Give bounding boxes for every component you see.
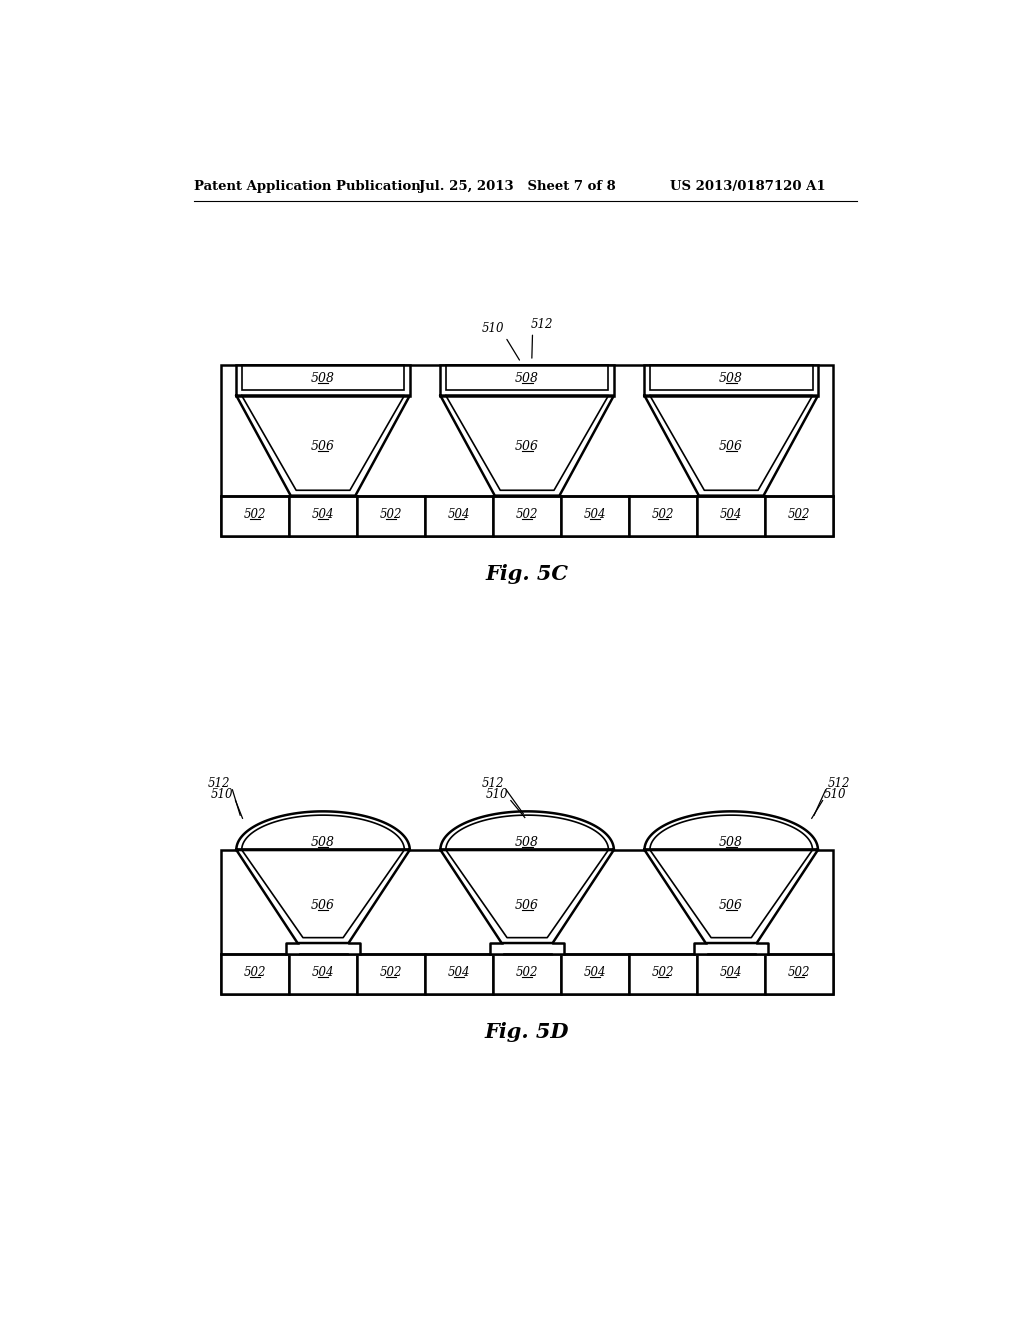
Text: 502: 502: [516, 966, 539, 979]
Bar: [629, 496, 697, 536]
Text: 504: 504: [720, 508, 742, 520]
Text: 502: 502: [380, 508, 402, 520]
Polygon shape: [286, 942, 298, 954]
Polygon shape: [644, 850, 818, 942]
Text: 502: 502: [788, 508, 810, 520]
Polygon shape: [237, 850, 410, 942]
Text: 502: 502: [516, 508, 539, 520]
Text: 504: 504: [720, 966, 742, 979]
Bar: [561, 496, 629, 536]
Text: 504: 504: [447, 508, 470, 520]
Text: 508: 508: [515, 372, 539, 385]
Text: 506: 506: [719, 899, 743, 912]
Text: 504: 504: [311, 508, 334, 520]
Text: 508: 508: [311, 836, 335, 849]
Bar: [494, 954, 561, 994]
Text: 506: 506: [719, 440, 743, 453]
Text: Jul. 25, 2013   Sheet 7 of 8: Jul. 25, 2013 Sheet 7 of 8: [419, 181, 615, 194]
Polygon shape: [644, 812, 818, 850]
Text: 502: 502: [244, 508, 266, 520]
Text: US 2013/0187120 A1: US 2013/0187120 A1: [671, 181, 826, 194]
Text: 506: 506: [311, 440, 335, 453]
Text: 502: 502: [652, 508, 675, 520]
Polygon shape: [348, 942, 360, 954]
Bar: [765, 496, 834, 536]
Text: 504: 504: [584, 508, 606, 520]
Polygon shape: [440, 850, 613, 942]
Bar: [425, 496, 494, 536]
Bar: [242, 364, 404, 391]
Polygon shape: [440, 812, 613, 850]
Text: 504: 504: [311, 966, 334, 979]
Polygon shape: [237, 812, 410, 850]
Bar: [494, 496, 561, 536]
Text: 510: 510: [481, 322, 504, 335]
Text: Fig. 5D: Fig. 5D: [485, 1023, 569, 1043]
Bar: [357, 954, 425, 994]
Text: 508: 508: [719, 372, 743, 385]
Text: 508: 508: [311, 372, 335, 385]
Bar: [425, 954, 494, 994]
Text: Patent Application Publication: Patent Application Publication: [194, 181, 421, 194]
Bar: [289, 496, 357, 536]
Polygon shape: [237, 396, 410, 496]
Bar: [289, 954, 357, 994]
Text: 510: 510: [486, 788, 509, 800]
Bar: [644, 364, 818, 396]
Text: 508: 508: [719, 836, 743, 849]
Polygon shape: [757, 942, 768, 954]
Polygon shape: [440, 396, 613, 496]
Polygon shape: [553, 942, 564, 954]
Polygon shape: [694, 942, 706, 954]
Bar: [629, 954, 697, 994]
Bar: [221, 850, 834, 994]
Bar: [357, 496, 425, 536]
Text: 512: 512: [208, 776, 230, 789]
Text: 512: 512: [531, 318, 554, 331]
Bar: [221, 364, 834, 536]
Text: 512: 512: [481, 776, 504, 789]
Text: 512: 512: [827, 776, 850, 789]
Text: Fig. 5C: Fig. 5C: [485, 564, 568, 585]
Bar: [561, 954, 629, 994]
Text: 502: 502: [244, 966, 266, 979]
Bar: [650, 364, 812, 391]
Bar: [440, 364, 613, 396]
Text: 502: 502: [652, 966, 675, 979]
Text: 510: 510: [211, 788, 233, 800]
Bar: [445, 364, 608, 391]
Text: 504: 504: [447, 966, 470, 979]
Text: 504: 504: [584, 966, 606, 979]
Polygon shape: [490, 942, 502, 954]
Text: 506: 506: [515, 440, 539, 453]
Text: 508: 508: [515, 836, 539, 849]
Text: 510: 510: [824, 788, 847, 800]
Text: 502: 502: [788, 966, 810, 979]
Text: 502: 502: [380, 966, 402, 979]
Bar: [765, 954, 834, 994]
Bar: [697, 496, 765, 536]
Bar: [221, 496, 289, 536]
Text: 506: 506: [311, 899, 335, 912]
Bar: [221, 954, 289, 994]
Bar: [697, 954, 765, 994]
Text: 506: 506: [515, 899, 539, 912]
Polygon shape: [644, 396, 818, 496]
Bar: [237, 364, 410, 396]
